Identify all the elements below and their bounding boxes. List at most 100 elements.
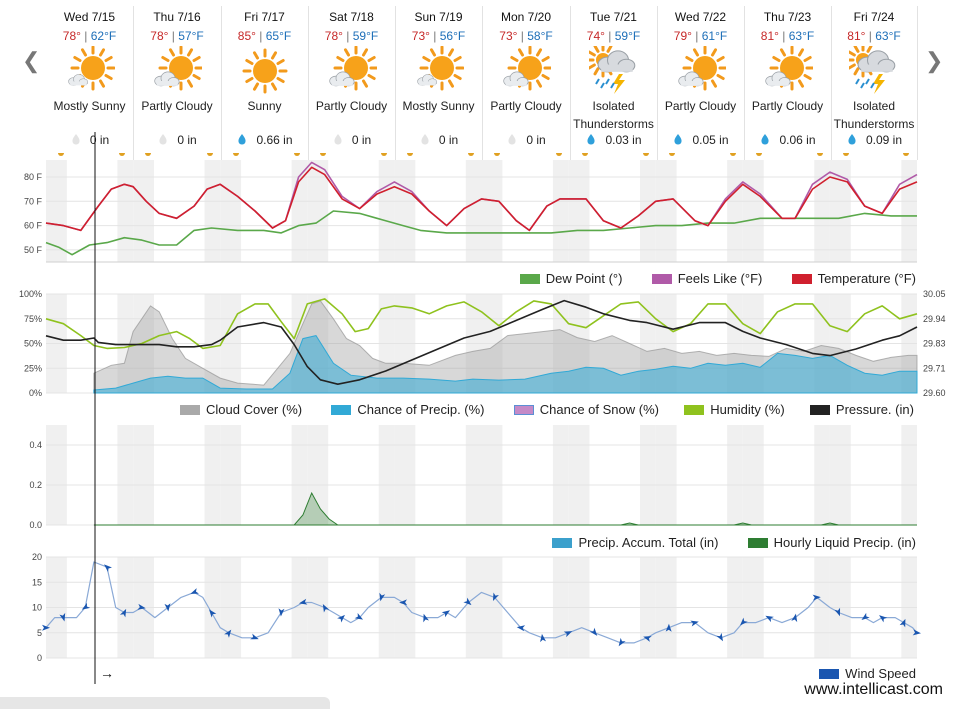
wind-panel-tick-label: 20 (32, 552, 42, 562)
day-temps: 81° | 63°F (831, 29, 917, 43)
temp-high: 81° (847, 29, 866, 43)
forecast-day-9[interactable]: Fri 7/24 81° | 63°F Isolated Thunderstorms 0… (831, 6, 918, 160)
legend-label-snow: Chance of Snow (%) (539, 402, 659, 418)
precip-panel-night-band (829, 425, 851, 525)
forecast-day-7[interactable]: Wed 7/22 79° | 61°F Partly Cloudy 0.05 in (657, 6, 745, 160)
day-name: Sun 7/19 (414, 10, 463, 24)
prev-arrow-button[interactable]: ❮ (22, 48, 41, 73)
temp-tick-label: 50 F (24, 245, 43, 255)
raindrop-icon (587, 134, 596, 145)
temp-panel-night-band (829, 160, 851, 262)
day-precip: 0.03 in (570, 133, 657, 147)
humidity-line (45, 298, 918, 350)
temp-low: 58°F (527, 29, 553, 43)
wind-panel-tick-label: 15 (32, 577, 42, 587)
day-precip: 0.06 in (744, 133, 831, 147)
day-precip: 0 in (308, 133, 395, 147)
wind-direction-arrow (224, 629, 232, 638)
wind-panel-tick-label: 0 (37, 653, 42, 663)
mostly-sunny-icon (414, 45, 464, 96)
forecast-day-5[interactable]: Mon 7/20 73° | 58°F Partly Cloudy 0 in (482, 6, 571, 160)
temp-panel-night-band (394, 160, 416, 262)
wind-direction-arrow (337, 614, 345, 623)
mostly-sunny-icon (65, 45, 115, 96)
day-condition: Partly Cloudy (315, 99, 388, 113)
wind-direction-arrow (861, 612, 870, 620)
precip-panel-night-band (742, 425, 764, 525)
hourly-precip-area (93, 491, 917, 526)
thunderstorm-icon (585, 42, 639, 96)
wind-direction-arrow (690, 620, 699, 627)
precip-panel-night-band (901, 425, 917, 525)
forecast-day-8[interactable]: Thu 7/23 81° | 63°F Partly Cloudy 0.06 in (744, 6, 832, 160)
day-temps: 85° | 65°F (221, 29, 308, 43)
temp-panel-night-band (378, 160, 395, 262)
day-condition: Mostly Sunny (402, 99, 475, 113)
raindrop-icon (421, 134, 429, 145)
legend-swatch-feels (651, 273, 672, 284)
day-name: Sat 7/18 (329, 10, 374, 24)
pressure-line (45, 299, 918, 385)
temp-tick-label: 80 F (24, 172, 43, 182)
day-condition: Isolated Thunderstorms (573, 99, 654, 131)
cloud-panel-tick-label: 100% (19, 289, 42, 299)
day-precip: 0.05 in (657, 133, 744, 147)
temp-high: 74° (586, 29, 605, 43)
cloud-panel-tick-label: 50% (24, 339, 42, 349)
temp-panel-night-band (204, 160, 221, 262)
wind-direction-arrow (164, 603, 171, 612)
day-condition: Partly Cloudy (664, 99, 737, 113)
next-arrow-button[interactable]: ❯ (925, 48, 944, 73)
day-name: Fri 7/24 (853, 10, 895, 24)
temp-panel-night-band (640, 160, 656, 262)
partly-cloudy-icon (676, 45, 727, 96)
forecast-day-1[interactable]: Thu 7/16 78° | 57°F Partly Cloudy 0 in (133, 6, 222, 160)
temp-low: 59°F (614, 29, 641, 43)
temp-low: 61°F (701, 29, 728, 43)
brand-watermark[interactable]: www.intellicast.com (804, 681, 943, 698)
raindrop-icon (848, 134, 856, 145)
legend-label-cloud: Cloud Cover (%) (206, 402, 303, 418)
temp-panel-night-band (727, 160, 743, 262)
sun-marker (119, 153, 125, 156)
forecast-strip: Wed 7/15 78° | 62°F Mostly Sunny 0 in Thu 7/… (46, 6, 918, 160)
current-time-arrow: → (100, 665, 114, 681)
forecast-day-0[interactable]: Wed 7/15 78° | 62°F Mostly Sunny 0 in (46, 6, 134, 160)
temp-separator: | (255, 29, 266, 43)
legend-swatch-hourly (747, 537, 768, 548)
cloud-panel-tick-label: 0% (29, 388, 42, 398)
sun-marker (145, 153, 151, 156)
forecast-day-4[interactable]: Sun 7/19 73° | 56°F Mostly Sunny 0 in (395, 6, 483, 160)
legend-label-accum: Precip. Accum. Total (in) (578, 535, 719, 551)
legend-label-chance-precip: Chance of Precip. (%) (357, 402, 485, 418)
forecast-day-2[interactable]: Fri 7/17 85° | 65°F Sunny 0.66 in (221, 6, 309, 160)
day-temps: 79° | 61°F (657, 29, 744, 43)
wind-direction-arrow (492, 592, 499, 602)
wind-direction-arrow (322, 603, 330, 613)
precip-panel-night-band (394, 425, 416, 525)
temp-low: 63°F (875, 29, 901, 43)
scrollbar[interactable] (0, 697, 330, 709)
forecast-day-6[interactable]: Tue 7/21 74° | 59°F Isolated Thunderstorms 0… (570, 6, 658, 160)
wind-direction-arrow (298, 598, 308, 605)
sun-marker (407, 153, 413, 156)
wind-direction-arrow (137, 603, 146, 610)
forecast-day-3[interactable]: Sat 7/18 78° | 59°F Partly Cloudy 0 in (308, 6, 396, 160)
wind-direction-arrow (423, 613, 429, 623)
raindrop-icon (508, 134, 516, 145)
day-temps: 78° | 62°F (46, 29, 133, 43)
day-condition: Isolated Thunderstorms (833, 99, 915, 131)
legend-wind: Wind Speed (819, 665, 916, 681)
temp-low: 59°F (352, 29, 379, 43)
temp-separator: | (691, 29, 702, 43)
temp-low: 62°F (90, 29, 117, 43)
legend-swatch-chance-precip (331, 404, 352, 415)
raindrop-icon (334, 134, 342, 145)
precip-panel-night-band (46, 425, 67, 525)
day-condition: Mostly Sunny (53, 99, 126, 113)
wind-direction-arrow (899, 618, 906, 628)
temp-low: 65°F (265, 29, 292, 43)
temp-tick-label: 70 F (24, 196, 43, 206)
sun-marker (320, 153, 326, 156)
